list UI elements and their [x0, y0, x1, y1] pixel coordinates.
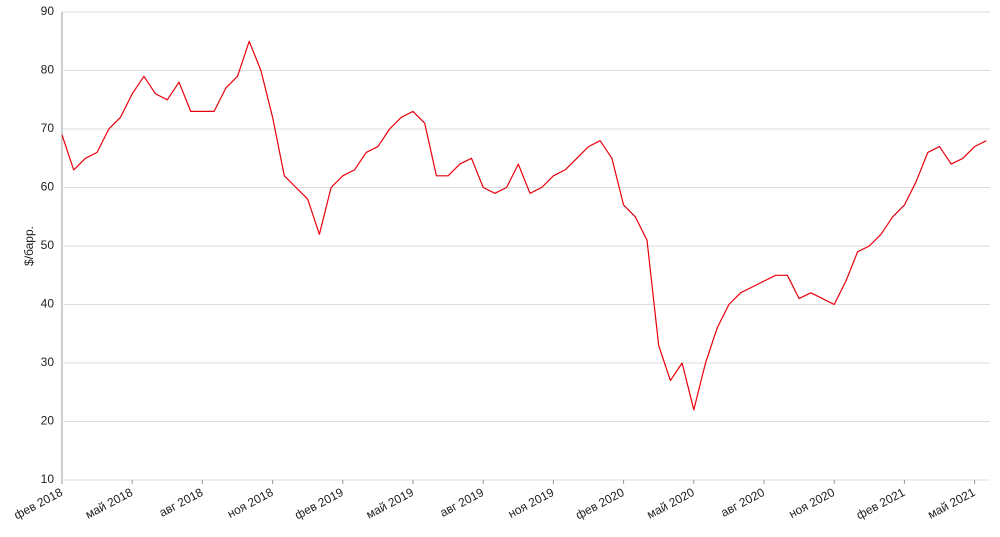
x-tick-label: фев 2019: [292, 485, 346, 522]
x-tick-label: ноя 2020: [787, 485, 838, 521]
y-tick-label: 60: [41, 180, 55, 194]
x-tick-label: авг 2020: [718, 485, 767, 520]
line: [61, 40, 987, 411]
y-tick-label: 80: [41, 63, 55, 77]
x-tick-label: май 2018: [83, 485, 135, 522]
y-tick-label: 20: [41, 414, 55, 428]
y-tick-label: 40: [41, 297, 55, 311]
x-tick-label: май 2019: [364, 485, 416, 522]
x-tick-label: авг 2018: [157, 485, 206, 520]
y-tick-label: 70: [41, 121, 55, 135]
x-tick-label: май 2021: [925, 485, 977, 522]
x-tick-label: май 2020: [645, 485, 697, 522]
y-tick-label: 30: [41, 355, 55, 369]
y-tick-label: 90: [41, 4, 55, 18]
x-tick-label: ноя 2019: [506, 485, 557, 521]
y-tick-label: 50: [41, 238, 55, 252]
x-tick-label: ноя 2018: [225, 485, 276, 521]
x-tick-label: авг 2019: [438, 485, 487, 520]
x-tick-label: фев 2020: [573, 485, 627, 522]
y-tick-label: 10: [41, 472, 55, 486]
x-tick-label: фев 2018: [12, 485, 66, 522]
y-axis-label: $/барр.: [22, 226, 36, 266]
x-tick-label: фев 2021: [854, 485, 908, 522]
